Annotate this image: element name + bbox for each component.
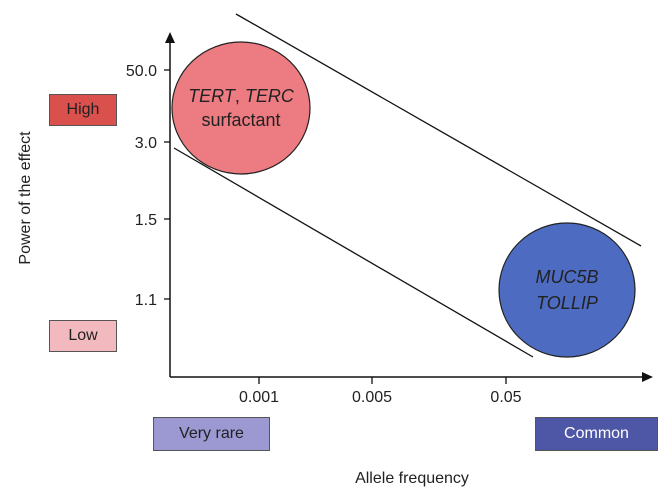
x-axis-arrow-icon bbox=[642, 372, 653, 382]
bubble-rare-variants-line1: TERT, TERC bbox=[188, 86, 295, 106]
very-rare-label: Very rare bbox=[153, 417, 270, 451]
upper-boundary-line bbox=[235, 13, 642, 247]
common-label: Common bbox=[535, 417, 658, 451]
tert-gene-label: TERT bbox=[188, 86, 237, 106]
bubble-common-variants-shape bbox=[498, 222, 636, 358]
high-effect-label: High bbox=[49, 94, 117, 126]
y-axis-title: Power of the effect bbox=[17, 131, 34, 265]
y-tick-label: 50.0 bbox=[126, 63, 157, 80]
gene-separator: , bbox=[235, 86, 245, 106]
y-tick-label: 1.5 bbox=[135, 212, 157, 229]
y-tick-label: 1.1 bbox=[135, 292, 157, 309]
x-tick-label: 0.05 bbox=[490, 389, 521, 406]
y-tick-label: 3.0 bbox=[135, 135, 157, 152]
x-axis-title: Allele frequency bbox=[355, 470, 469, 487]
y-axis-arrow-icon bbox=[165, 32, 175, 43]
low-effect-label: Low bbox=[49, 320, 117, 352]
terc-gene-label: TERC bbox=[245, 86, 295, 106]
bubble-common-variants-line1: MUC5B bbox=[535, 267, 598, 287]
x-tick-label: 0.001 bbox=[239, 389, 279, 406]
bubble-rare-variants: TERT, TERC surfactant bbox=[171, 41, 311, 175]
bubble-common-variants: MUC5B TOLLIP bbox=[498, 222, 636, 358]
x-tick-label: 0.005 bbox=[352, 389, 392, 406]
bubble-rare-variants-line2: surfactant bbox=[201, 110, 280, 130]
bubble-common-variants-line2: TOLLIP bbox=[536, 293, 598, 313]
bubble-rare-variants-shape bbox=[171, 41, 311, 175]
lower-boundary-line bbox=[173, 147, 534, 358]
